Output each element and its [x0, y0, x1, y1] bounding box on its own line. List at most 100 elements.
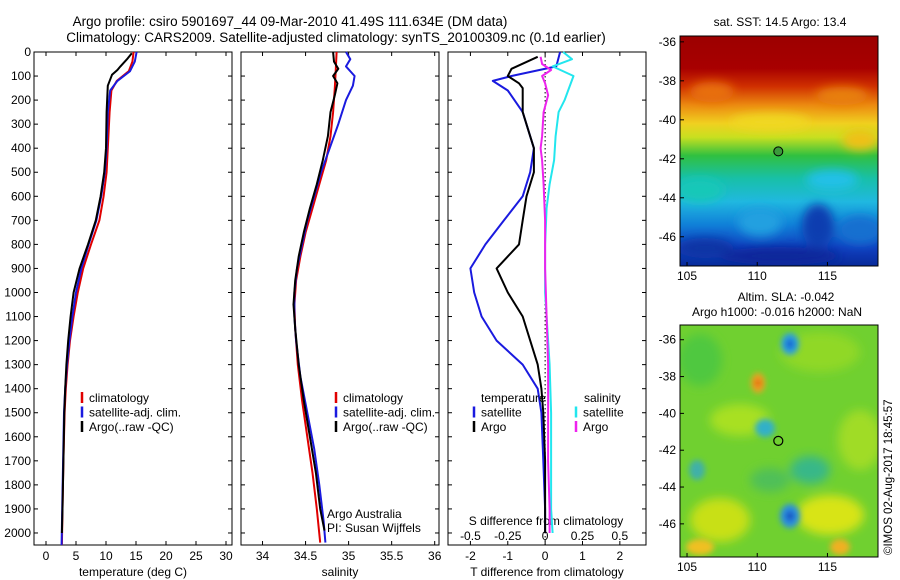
salinity-x-tick-label: 34	[256, 549, 270, 563]
sst-map-lat-tick-label: -40	[659, 113, 677, 127]
difference-x-axis-label: T difference from climatology	[470, 565, 624, 579]
sla-map-axes: 105 110 115 -36 -38 -40 -42 -44 -46	[659, 333, 838, 574]
salinity-x-axis-label: salinity	[322, 565, 359, 579]
sst-map-panel: sat. SST: 14.5 Argo: 13.4 105 110 115 -36 -3…	[659, 15, 879, 283]
salinity-profile-panel: 34 34.5 35 35.5 36 salinity climatologysatelli…	[240, 51, 442, 579]
sst-map-lon-tick-label: 105	[677, 269, 697, 283]
difference-series-salinity-argo	[539, 56, 553, 533]
sla-map-lat-tick-label: -36	[659, 333, 677, 347]
depth-tick-label: 0	[24, 45, 31, 59]
sst-map-title: sat. SST: 14.5 Argo: 13.4	[714, 15, 847, 29]
depth-tick-label: 300	[11, 117, 31, 131]
difference-series-salinity-satellite	[544, 51, 575, 534]
depth-tick-label: 400	[11, 141, 31, 155]
credit-stamp: ©IMOS 02-Aug-2017 18:45:57	[883, 399, 895, 555]
depth-tick-label: 1100	[5, 310, 31, 324]
depth-tick-label: 700	[11, 213, 31, 227]
sla-map-profile-marker	[773, 435, 784, 446]
depth-tick-label: 1600	[4, 430, 31, 444]
legend-salinity-title: salinity	[584, 391, 621, 405]
sla-map-field	[680, 325, 878, 557]
salinity-x-tick-label: 34.5	[294, 549, 318, 563]
sla-map-lon-tick-label: 115	[818, 560, 837, 574]
legend-label: Argo(..raw -QC)	[89, 420, 174, 434]
temperature-x-tick-label: 0	[43, 549, 50, 563]
sla-map-lat-tick-label: -38	[659, 370, 677, 384]
sla-map-panel: Altim. SLA: -0.042 Argo h1000: -0.016 h2…	[659, 290, 879, 574]
legend-label: Argo(..raw -QC)	[343, 420, 428, 434]
difference-x-tick-label: -2	[465, 549, 476, 563]
difference-x-tick-label: -1	[502, 549, 513, 563]
temperature-profile-panel: 0100200300400500600700800900100011001200…	[4, 45, 233, 579]
sla-map-lat-tick-label: -46	[659, 517, 677, 531]
sst-map-lat-tick-label: -46	[659, 230, 677, 244]
depth-tick-label: 1400	[4, 382, 31, 396]
sst-map-axes: 105 110 115 -36 -38 -40 -42 -44 -46	[659, 35, 838, 283]
salinity-x-tick-label: 35.5	[380, 549, 404, 563]
legend-label: satellite-adj. clim.	[89, 406, 181, 420]
depth-tick-label: 1200	[4, 334, 31, 348]
sst-map-profile-marker	[773, 146, 784, 157]
sst-map-lat-tick-label: -42	[659, 152, 677, 166]
depth-tick-label: 100	[11, 69, 31, 83]
sla-map-lon-tick-label: 110	[748, 560, 767, 574]
sst-map-lat-tick-label: -36	[659, 35, 677, 49]
sla-map-lat-tick-label: -44	[659, 480, 677, 494]
legend-temperature-title: temperature	[481, 391, 546, 405]
sst-map-lon-tick-label: 115	[818, 269, 837, 283]
sst-map-lat-tick-label: -38	[659, 74, 677, 88]
depth-tick-label: 600	[11, 189, 31, 203]
legend-label: satellite-adj. clim.	[343, 406, 435, 420]
salinity-x-tick-label: 35	[342, 549, 356, 563]
sst-map-lat-tick-label: -44	[659, 191, 677, 205]
temperature-x-tick-label: 10	[99, 549, 113, 563]
sla-map-lon-tick-label: 105	[677, 560, 697, 574]
annotation-line: PI: Susan Wijffels	[327, 521, 421, 535]
difference-x-tick-label: 2	[617, 549, 624, 563]
depth-tick-label: 1300	[4, 358, 31, 372]
salinity-plot-frame	[240, 51, 440, 546]
legend-label: climatology	[89, 391, 149, 405]
salinity-series-argo-raw-qc-	[292, 51, 340, 531]
temperature-x-tick-label: 30	[219, 549, 233, 563]
sla-map-lat-tick-label: -42	[659, 443, 677, 457]
legend-label: Argo	[481, 420, 507, 434]
temperature-x-axis-label: temperature (deg C)	[79, 565, 187, 579]
depth-tick-label: 1900	[4, 502, 31, 516]
s-tick-label: 0.5	[612, 529, 629, 543]
depth-tick-label: 800	[11, 237, 31, 251]
sst-map-lon-tick-label: 110	[748, 269, 767, 283]
depth-tick-label: 1700	[4, 454, 31, 468]
depth-tick-label: 1500	[4, 406, 31, 420]
s-tick-label: -0.5	[460, 529, 481, 543]
annotation-line: Argo Australia	[327, 507, 402, 521]
temperature-x-tick-label: 20	[159, 549, 173, 563]
depth-tick-label: 1000	[4, 285, 31, 299]
s-tick-label: 0.25	[571, 529, 595, 543]
difference-series-temperature-argo	[495, 55, 547, 533]
temperature-plot-frame	[33, 51, 233, 546]
difference-series-temperature-satellite	[469, 51, 562, 533]
legend-label: Argo	[583, 420, 609, 434]
temperature-x-tick-label: 25	[189, 549, 203, 563]
depth-tick-label: 2000	[4, 526, 31, 540]
legend-label: satellite	[583, 406, 624, 420]
figure-title-line2: Climatology: CARS2009. Satellite-adjuste…	[66, 30, 606, 45]
temperature-series-argo-raw-qc-	[60, 52, 133, 534]
legend-label: satellite	[481, 406, 522, 420]
sla-map-title-line2: Argo h1000: -0.016 h2000: NaN	[692, 305, 862, 319]
difference-profile-panel: -2 -1 0 1 2 T difference from climatology -0.5…	[447, 51, 647, 579]
sla-map-lat-tick-label: -40	[659, 406, 677, 420]
depth-tick-label: 1800	[4, 478, 31, 492]
depth-tick-label: 200	[11, 93, 31, 107]
difference-x-tick-label: 0	[542, 549, 549, 563]
salinity-x-tick-label: 36	[428, 549, 442, 563]
sla-map-title-line1: Altim. SLA: -0.042	[738, 290, 835, 304]
depth-tick-label: 500	[11, 165, 31, 179]
legend-label: climatology	[343, 391, 403, 405]
figure-title-line1: Argo profile: csiro 5901697_44 09-Mar-20…	[73, 14, 508, 29]
temperature-x-tick-label: 5	[73, 549, 80, 563]
difference-x-tick-label: 1	[579, 549, 586, 563]
s-tick-label: -0.25	[494, 529, 522, 543]
